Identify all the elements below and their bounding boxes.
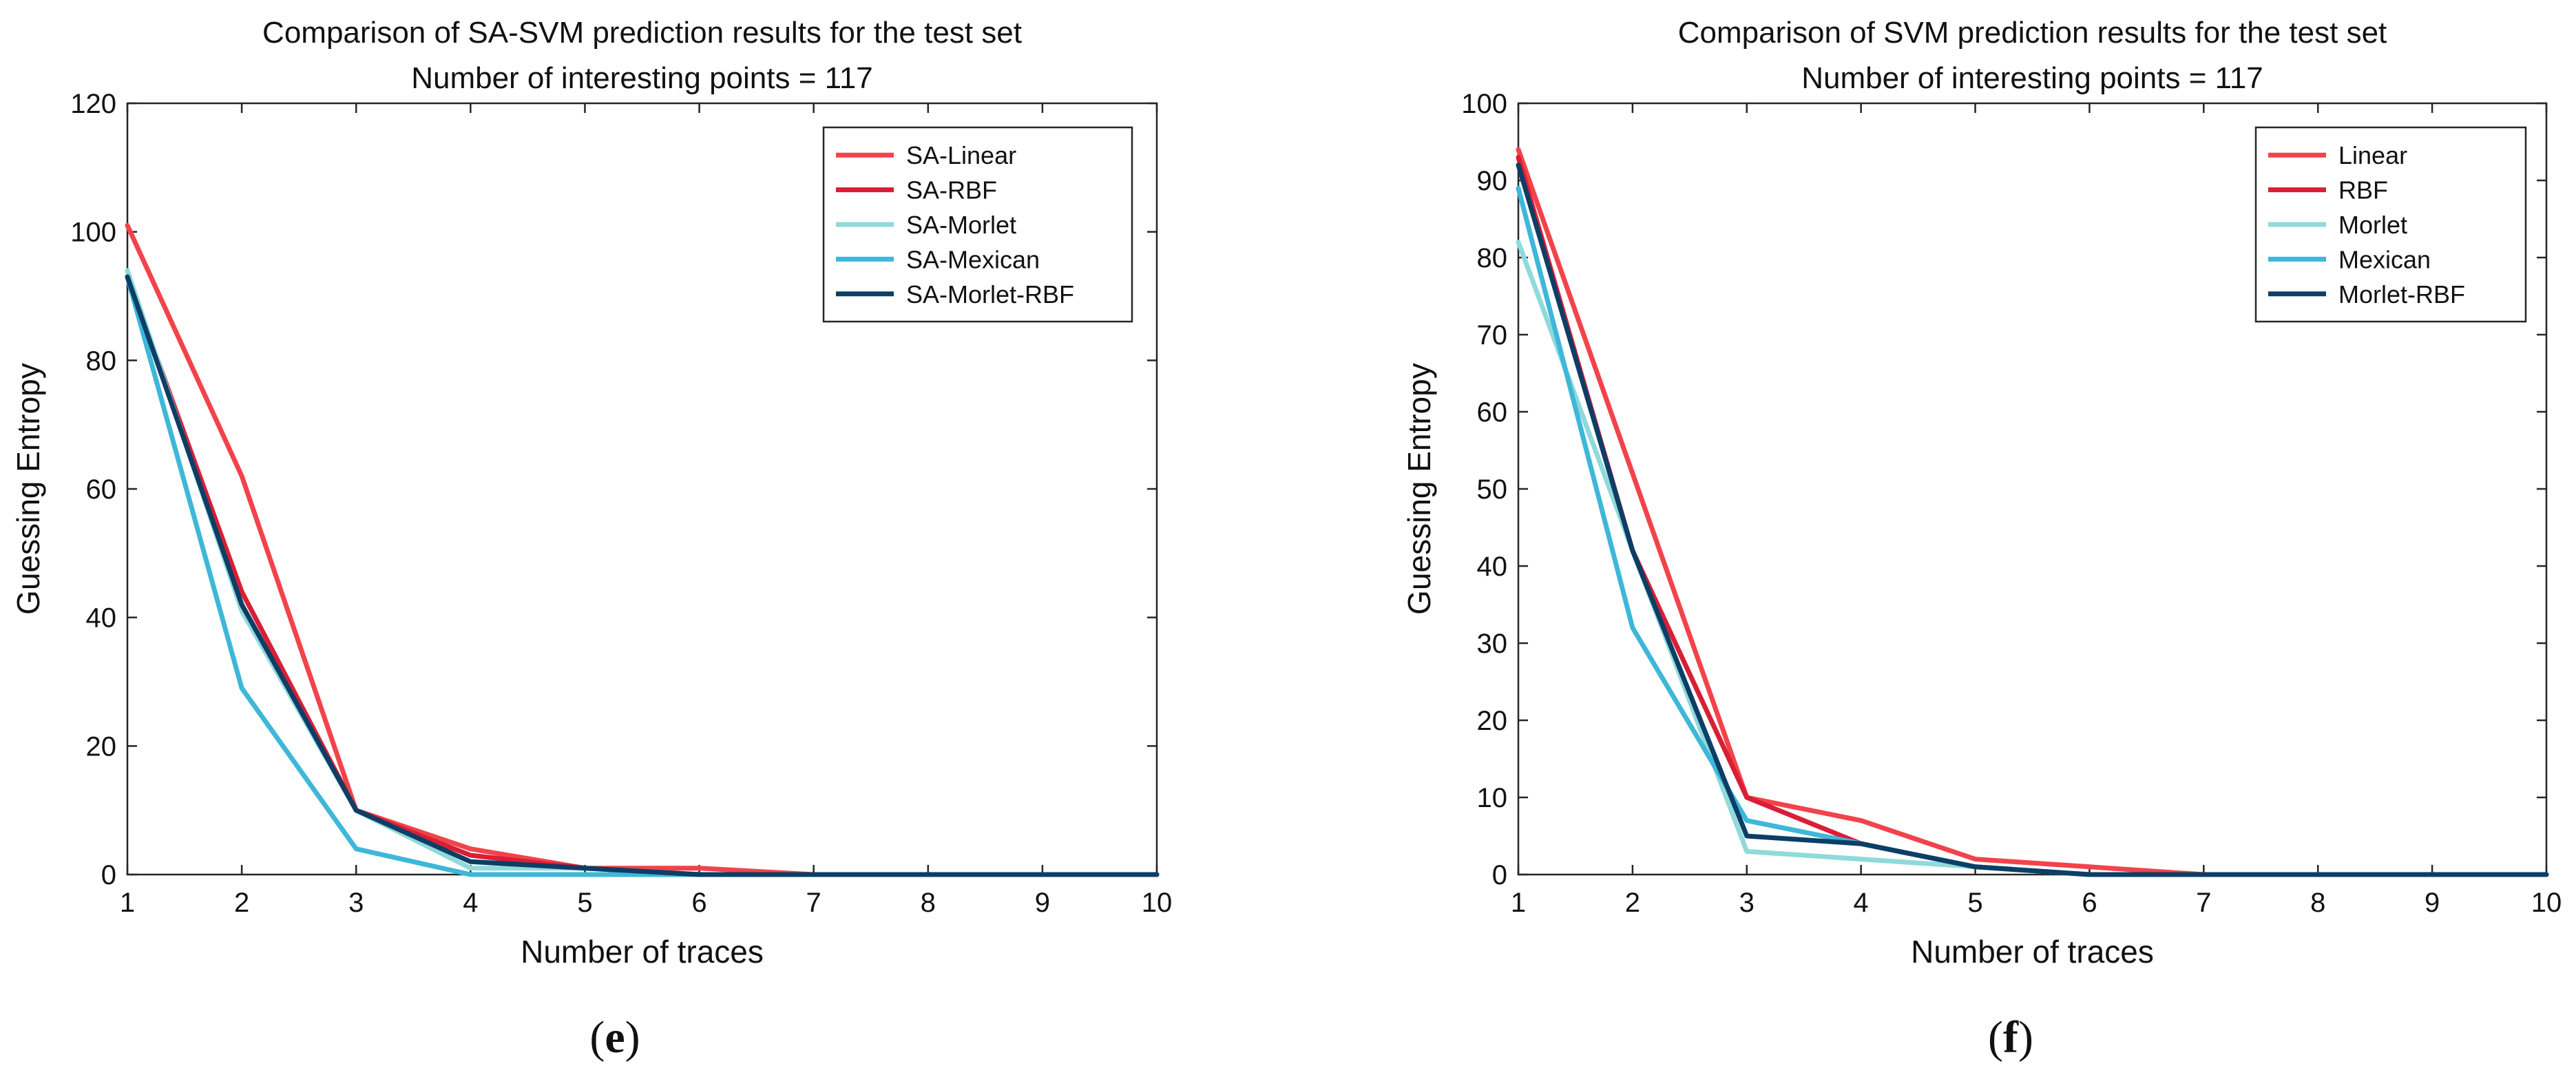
x-tick-label: 3 <box>1739 888 1755 918</box>
y-axis-label: Guessing Entropy <box>1401 363 1437 615</box>
x-axis-label: Number of traces <box>521 934 764 970</box>
x-tick-label: 7 <box>2196 888 2211 918</box>
x-tick-label: 5 <box>1967 888 1982 918</box>
y-tick-label: 80 <box>86 346 117 376</box>
chart-title: Comparison of SA-SVM prediction results … <box>262 16 1022 50</box>
legend: SA-Linear SA-RBF SA-Morlet SA-Mexican SA-Mor… <box>822 126 1133 323</box>
legend-label: SA-Morlet <box>906 211 1016 239</box>
series-line-sa-morlet-rbf <box>125 274 1160 877</box>
legend-label: Morlet-RBF <box>2338 280 2465 309</box>
y-tick-label: 40 <box>86 603 117 634</box>
legend-label: SA-RBF <box>906 176 997 205</box>
series-lines <box>125 222 1160 877</box>
caption-letter: e <box>605 1012 625 1063</box>
legend-label: SA-Mexican <box>906 245 1040 273</box>
chart-panel-e: Comparison of SA-SVM prediction results … <box>10 16 1172 1063</box>
x-tick-label: 8 <box>2310 888 2325 918</box>
y-tick-label: 50 <box>1477 474 1508 505</box>
y-tick-label: 90 <box>1477 166 1508 196</box>
x-tick-label: 10 <box>2531 888 2562 918</box>
legend: Linear RBF Morlet Mexican Morlet-RBF <box>2254 126 2527 323</box>
series-line-sa-morlet <box>125 268 1160 877</box>
legend-label: SA-Linear <box>906 141 1016 169</box>
x-tick-label: 6 <box>691 888 706 918</box>
legend-label: Mexican <box>2338 245 2431 273</box>
y-tick-label: 60 <box>86 474 117 505</box>
caption-close: ) <box>2018 1012 2033 1063</box>
y-tick-label: 70 <box>1477 320 1508 351</box>
y-tick-label: 60 <box>1477 397 1508 428</box>
chart-subtitle: Number of interesting points = 117 <box>1801 61 2263 95</box>
series-line-sa-rbf <box>125 274 1160 877</box>
legend-label: Morlet <box>2338 211 2407 239</box>
series-line-sa-linear <box>125 222 1160 877</box>
legend-label: Linear <box>2338 141 2407 169</box>
y-tick-label: 0 <box>1492 860 1507 890</box>
panel-caption: (e) <box>589 1012 640 1063</box>
caption-open: ( <box>1988 1012 2003 1063</box>
y-tick-label: 100 <box>1461 89 1507 119</box>
x-tick-label: 8 <box>921 888 936 918</box>
series-line-sa-mexican <box>125 274 1160 877</box>
x-tick-label: 5 <box>577 888 592 918</box>
y-tick-label: 80 <box>1477 243 1508 273</box>
chart-title: Comparison of SVM prediction results for… <box>1678 16 2387 50</box>
caption-close: ) <box>625 1012 640 1063</box>
y-tick-label: 40 <box>1477 552 1508 582</box>
x-tick-label: 4 <box>463 888 478 918</box>
legend-label: RBF <box>2338 176 2388 205</box>
x-tick-label: 6 <box>2082 888 2097 918</box>
x-tick-label: 3 <box>348 888 364 918</box>
series-line-morlet <box>1516 240 2549 877</box>
chart-subtitle: Number of interesting points = 117 <box>411 61 873 95</box>
y-tick-label: 10 <box>1477 783 1508 813</box>
y-tick-label: 0 <box>101 860 116 890</box>
x-axis-label: Number of traces <box>1911 934 2154 970</box>
y-tick-label: 100 <box>70 218 116 248</box>
chart-panel-f: Comparison of SVM prediction results for… <box>1401 16 2562 1063</box>
x-tick-label: 9 <box>1035 888 1050 918</box>
legend-label: SA-Morlet-RBF <box>906 280 1074 309</box>
x-tick-label: 7 <box>806 888 821 918</box>
x-tick-label: 9 <box>2425 888 2440 918</box>
y-tick-label: 20 <box>1477 706 1508 736</box>
caption-letter: f <box>2003 1012 2019 1063</box>
x-tick-label: 1 <box>1511 888 1526 918</box>
caption-open: ( <box>589 1012 605 1063</box>
y-axis-label: Guessing Entropy <box>10 363 46 615</box>
series-line-morlet-rbf <box>1516 163 2549 877</box>
x-tick-label: 10 <box>1142 888 1173 918</box>
x-tick-label: 1 <box>120 888 135 918</box>
series-lines <box>1516 147 2549 877</box>
x-tick-label: 2 <box>1625 888 1640 918</box>
x-tick-label: 4 <box>1854 888 1869 918</box>
y-tick-label: 30 <box>1477 629 1508 659</box>
panel-caption: (f) <box>1988 1012 2033 1063</box>
x-tick-label: 2 <box>234 888 249 918</box>
y-tick-label: 20 <box>86 731 117 762</box>
y-tick-label: 120 <box>70 89 116 119</box>
